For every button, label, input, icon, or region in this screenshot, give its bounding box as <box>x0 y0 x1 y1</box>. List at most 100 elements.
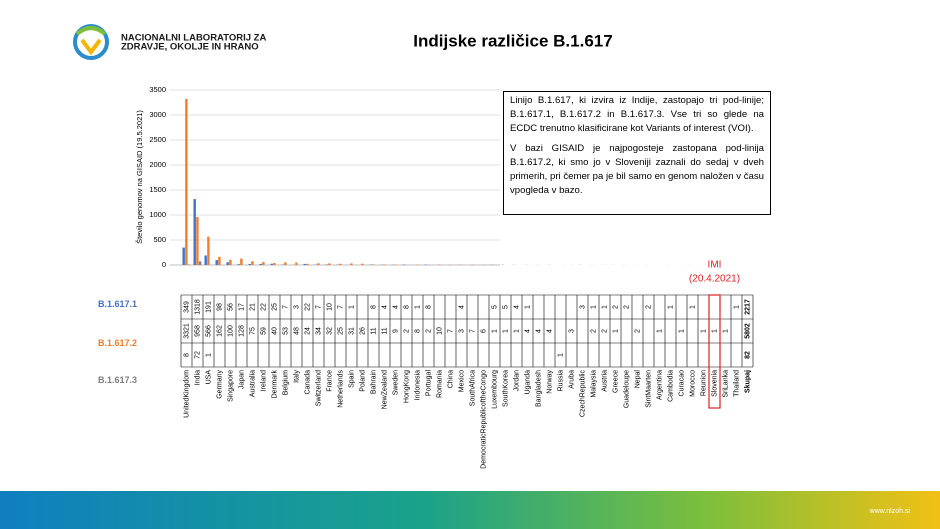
legend-label: B.1.617.3 <box>98 375 138 385</box>
table-cell: 2 <box>590 329 597 333</box>
table-cell: 8 <box>370 305 377 309</box>
bar <box>207 236 210 265</box>
data-table: UnitedKingdom34933218India131895872USA19… <box>180 294 754 469</box>
x-tick-label: SintMaarten <box>645 370 652 408</box>
table-cell: 4 <box>392 305 399 309</box>
bar <box>372 264 375 265</box>
table-cell: 4 <box>381 305 388 309</box>
table-cell: 1 <box>590 305 597 309</box>
bar <box>185 98 188 265</box>
table-cell: 11 <box>381 327 388 334</box>
x-tick-label: Ireland <box>260 370 267 392</box>
bar <box>438 264 441 265</box>
y-tick-label: 3000 <box>149 110 166 119</box>
x-tick-label: China <box>447 370 454 388</box>
x-tick-label: Japan <box>238 370 245 389</box>
x-tick-label: Aruba <box>568 370 575 389</box>
x-tick-label: Indonesia <box>414 370 421 400</box>
table-cell: 2 <box>645 305 652 309</box>
x-tick-label: Mexico <box>458 370 465 392</box>
table-cell: 21 <box>249 303 256 311</box>
x-tick-label: France <box>326 370 333 392</box>
table-cell: 1 <box>689 305 696 309</box>
bar <box>226 262 229 265</box>
table-cell: 1 <box>502 329 509 333</box>
table-cell: 2 <box>634 329 641 333</box>
table-cell: 22 <box>304 303 311 311</box>
x-tick-label: Uganda <box>524 370 531 395</box>
total-cell: 82 <box>744 351 751 359</box>
logo-text: ZDRAVJE, OKOLJE IN HRANO <box>121 42 259 53</box>
annotation: (20.4.2021) <box>689 274 740 285</box>
chart-title: Indijske različice B.1.617 <box>413 31 612 50</box>
table-cell: 4 <box>535 329 542 333</box>
x-tick-label: Spain <box>348 370 355 388</box>
bar <box>196 217 199 265</box>
bar <box>295 262 298 265</box>
bar <box>303 263 306 265</box>
table-cell: 1 <box>414 305 421 309</box>
bar <box>383 264 386 265</box>
x-tick-label: UnitedKingdom <box>183 370 190 418</box>
y-tick-label: 0 <box>162 260 166 269</box>
annotation: IMI <box>708 260 722 271</box>
table-cell: 3 <box>568 329 575 333</box>
table-cell: 1 <box>557 353 564 357</box>
highlight-box <box>708 294 721 409</box>
table-cell: 3 <box>579 305 586 309</box>
x-tick-label: SriLanka <box>722 370 729 398</box>
bar <box>328 263 331 265</box>
bar <box>248 263 251 265</box>
bar <box>204 255 207 265</box>
bar <box>251 261 254 265</box>
x-tick-label: Guadeloupe <box>623 370 630 408</box>
bar <box>215 260 218 265</box>
x-tick-label: Canada <box>304 370 311 395</box>
table-cell: 72 <box>194 351 201 359</box>
total-cell: 2217 <box>744 299 751 315</box>
bar <box>218 256 221 265</box>
x-tick-label: Greece <box>612 370 619 393</box>
x-tick-label: Italy <box>293 370 300 383</box>
table-cell: 31 <box>348 327 355 335</box>
table-cell: 1 <box>722 329 729 333</box>
table-cell: 2 <box>623 305 630 309</box>
table-cell: 22 <box>260 303 267 311</box>
table-cell: 4 <box>524 329 531 333</box>
x-tick-label: Malaysia <box>590 370 597 398</box>
table-cell: 3 <box>293 305 300 309</box>
x-tick-label: Jordan <box>513 370 520 392</box>
table-cell: 2 <box>612 305 619 309</box>
logo <box>73 24 109 60</box>
x-tick-label: SouthKorea <box>502 370 509 407</box>
table-cell: 2 <box>425 329 432 333</box>
table-cell: 1 <box>612 329 619 333</box>
table-cell: 2 <box>403 329 410 333</box>
table-cell: 4 <box>546 329 553 333</box>
table-cell: 8 <box>414 329 421 333</box>
bar <box>361 263 364 265</box>
table-cell: 2 <box>601 329 608 333</box>
table-cell: 1 <box>348 305 355 309</box>
bar <box>325 264 328 265</box>
table-cell: 8 <box>425 305 432 309</box>
x-tick-label: Thailand <box>733 370 740 397</box>
table-cell: 4 <box>458 305 465 309</box>
x-tick-label: Argentina <box>656 370 663 400</box>
bar <box>182 247 185 265</box>
total-label: Skupaj <box>744 370 751 393</box>
y-tick-label: 2500 <box>149 135 166 144</box>
table-cell: 25 <box>271 303 278 311</box>
bar <box>270 263 273 265</box>
logo-text: NACIONALNI LABORATORIJ ZA <box>121 33 266 44</box>
x-tick-label: Bangladesh <box>535 370 542 407</box>
x-tick-label: Denmark <box>271 370 278 399</box>
table-cell: 1 <box>711 329 718 333</box>
table-cell: 7 <box>282 305 289 309</box>
bar <box>262 262 265 265</box>
x-tick-label: CzechRepublic <box>579 370 586 418</box>
table-cell: 1 <box>700 329 707 333</box>
table-cell: 1 <box>656 329 663 333</box>
